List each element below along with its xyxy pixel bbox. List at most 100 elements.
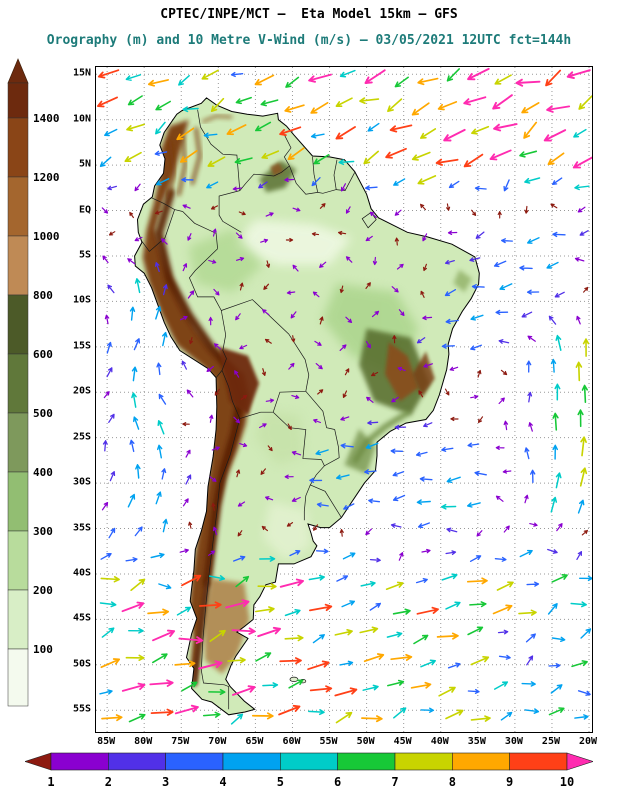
wind-vector <box>521 681 536 687</box>
wind-vector <box>497 211 502 219</box>
wind-vector <box>495 309 509 315</box>
wind-vector <box>236 469 241 478</box>
wind-vector <box>340 416 350 421</box>
orography-colorbar-segment <box>7 412 29 473</box>
wind-vector <box>548 707 565 716</box>
wind-vector <box>211 446 220 451</box>
wind-vector <box>179 149 198 163</box>
wind-vector <box>279 657 302 665</box>
wind-vector <box>478 416 484 423</box>
wind-vector <box>261 368 266 376</box>
wind-vector <box>334 629 353 636</box>
wind-colorbar-segment <box>222 752 281 771</box>
wind-vector <box>155 121 166 135</box>
wind-vector <box>210 205 219 210</box>
wind-vector <box>310 133 325 139</box>
wind-vector <box>410 681 432 689</box>
wind-vector <box>284 104 305 113</box>
wind-vector <box>474 185 487 191</box>
wind-vector <box>444 289 457 297</box>
wind-vector <box>448 180 460 189</box>
wind-vector <box>547 548 558 554</box>
wind-vector <box>261 150 280 159</box>
wind-vector <box>411 102 430 116</box>
country-border <box>188 248 222 311</box>
wind-vector <box>420 203 426 211</box>
wind-vector <box>342 552 356 560</box>
wind-vector <box>572 156 592 169</box>
wind-vector <box>338 159 355 166</box>
wind-vector <box>155 305 162 320</box>
wind-vector <box>174 704 199 715</box>
wind-vector <box>445 601 461 610</box>
wind-vector <box>493 681 509 690</box>
wind-vector <box>418 390 424 398</box>
orography-colorbar-segment <box>7 176 29 237</box>
wind-vector <box>467 442 480 448</box>
wind-vector <box>285 76 300 88</box>
wind-vector <box>182 498 189 507</box>
wind-vector <box>371 310 380 318</box>
wind-vector <box>416 337 426 344</box>
wind-vector <box>470 715 491 722</box>
terrain-patch <box>385 342 419 402</box>
wind-vector <box>284 474 294 480</box>
wind-vector <box>547 152 565 166</box>
wind-vector <box>259 423 267 429</box>
wind-vector <box>129 211 134 219</box>
wind-vector <box>524 447 530 460</box>
wind-vector <box>101 207 109 214</box>
wind-vector <box>208 688 226 696</box>
wind-vector <box>313 524 319 531</box>
wind-vector <box>234 157 253 165</box>
wind-vector <box>365 340 371 349</box>
lat-tick-label: 10S <box>72 294 91 306</box>
wind-vector <box>238 211 246 216</box>
wind-vector <box>362 684 379 691</box>
wind-vector <box>552 444 559 460</box>
wind-vector <box>108 413 115 423</box>
wind-vector <box>518 609 537 616</box>
terrain-patch <box>233 219 352 266</box>
wind-vector <box>466 577 488 585</box>
wind-vector <box>529 522 538 527</box>
wind-vector <box>574 257 585 262</box>
wind-colorbar-segment <box>50 752 109 771</box>
wind-vector <box>471 209 477 216</box>
wind-vector <box>284 177 295 183</box>
wind-vector <box>394 209 402 216</box>
wind-vector <box>264 338 272 344</box>
wind-vector <box>526 655 534 666</box>
wind-vector <box>359 626 379 634</box>
wind-vector <box>237 501 246 507</box>
wind-vector <box>203 132 218 138</box>
wind-vector <box>309 477 323 483</box>
wind-vector <box>494 74 512 85</box>
wind-vector <box>446 203 451 211</box>
wind-vector <box>134 526 143 537</box>
wind-vector <box>231 627 256 635</box>
wind-vector <box>154 150 168 156</box>
lat-tick-label: 10N <box>72 113 91 125</box>
page-subtitle: Orography (m) and 10 Metre V-Wind (m/s) … <box>46 33 572 48</box>
wind-vector <box>471 284 485 290</box>
wind-vector <box>477 369 482 378</box>
wind-vector <box>422 315 433 321</box>
wind-vector <box>335 126 356 140</box>
wind-vector <box>499 283 513 291</box>
wind-vector <box>365 442 379 449</box>
wind-vector <box>235 575 250 588</box>
wind-vector <box>576 315 581 325</box>
lon-tick-label: 35W <box>467 736 486 747</box>
lat-tick-label: 50S <box>72 658 91 670</box>
wind-colorbar-right-arrow <box>566 752 593 771</box>
wind-vector <box>313 418 321 424</box>
wind-vector <box>365 235 373 242</box>
wind-vector <box>524 205 529 214</box>
lat-tick-label: EQ <box>78 204 91 216</box>
wind-vector <box>345 256 353 263</box>
wind-vector <box>198 601 222 609</box>
wind-vector <box>446 476 461 484</box>
wind-vector <box>385 147 407 159</box>
wind-vector <box>239 344 248 350</box>
